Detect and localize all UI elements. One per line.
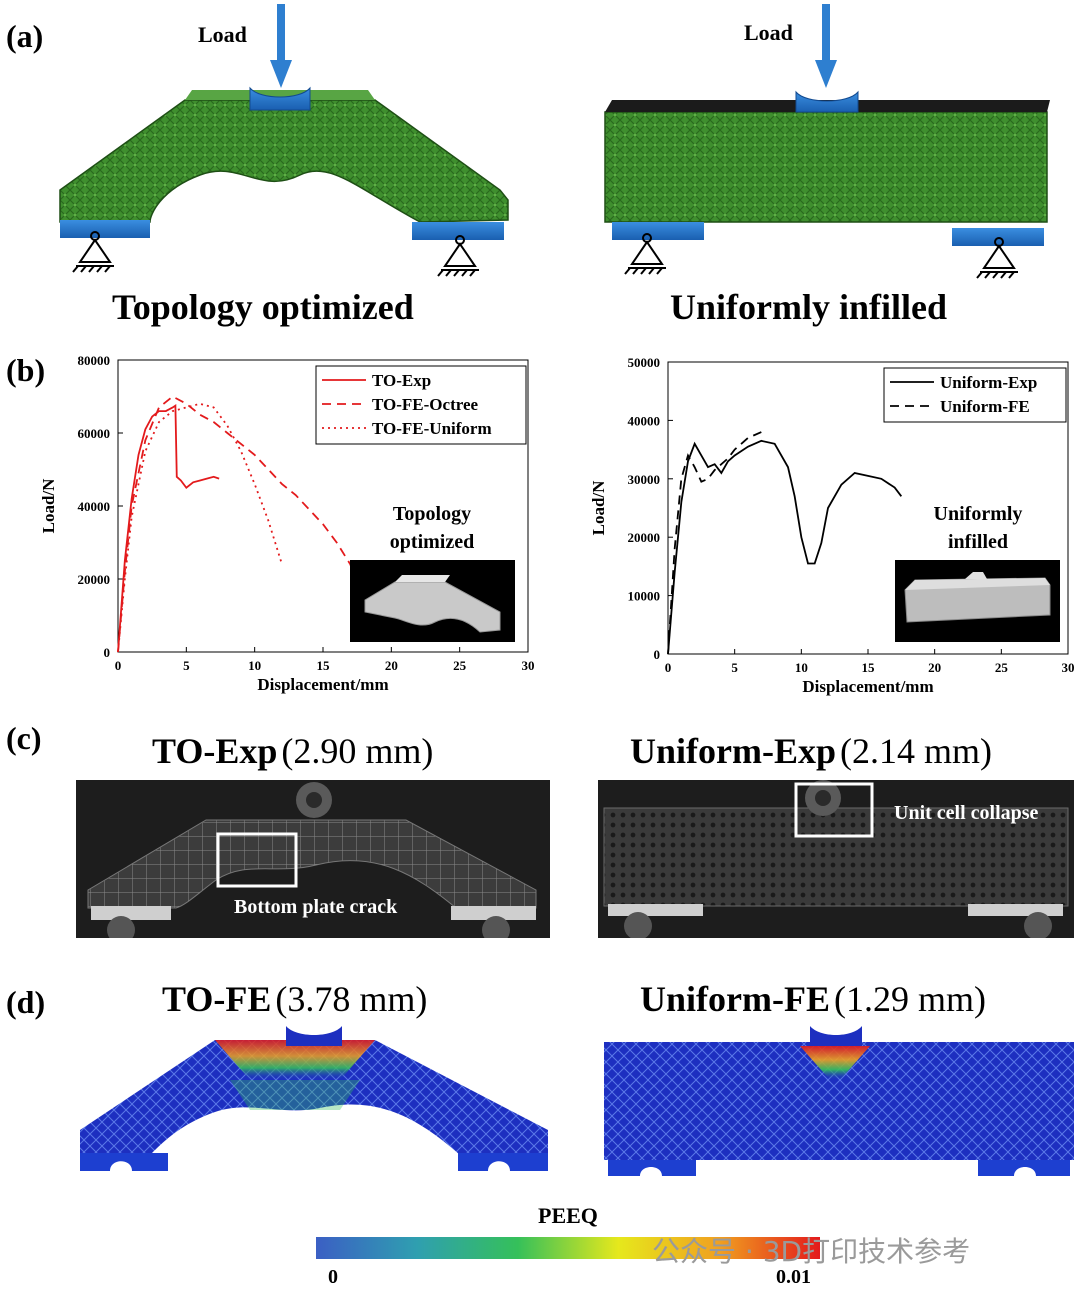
x-tick-label-6: 30 xyxy=(1062,660,1075,675)
y-tick-label-2: 20000 xyxy=(628,530,661,545)
to-specimen-photo xyxy=(350,560,515,642)
colorbar-max-label: 0.01 xyxy=(776,1266,811,1288)
y-tick-label-5: 50000 xyxy=(628,355,661,370)
pin-support-icons xyxy=(72,231,1018,279)
unit-cell-collapse-label: Unit cell collapse xyxy=(894,802,1039,824)
x-tick-label-5: 25 xyxy=(453,658,467,673)
uniformly-infilled-beam-model xyxy=(604,90,1050,246)
x-axis-label: Displacement/mm xyxy=(257,675,388,694)
beam-models-figure xyxy=(59,4,1050,279)
x-tick-label-2: 10 xyxy=(248,658,261,673)
y-axis-label: Load/N xyxy=(589,480,608,536)
y-axis-label: Load/N xyxy=(39,478,58,534)
to-fe-title: TO-FE xyxy=(162,979,272,1019)
colorbar-min-label: 0 xyxy=(328,1266,338,1288)
fe-contour-plots xyxy=(80,1026,1074,1176)
x-tick-label-4: 20 xyxy=(385,658,398,673)
y-tick-label-3: 30000 xyxy=(628,472,661,487)
y-tick-label-2: 40000 xyxy=(78,499,111,514)
panel-d-label: (d) xyxy=(6,984,46,1020)
topology-optimized-title: Topology optimized xyxy=(112,287,414,327)
to-exp-photo: Bottom plate crack xyxy=(76,780,550,938)
y-tick-label-1: 20000 xyxy=(78,572,111,587)
y-tick-label-0: 0 xyxy=(654,647,661,662)
uniform-fe-value: (1.29 mm) xyxy=(833,979,986,1019)
to-load-displacement-chart: 0 5 10 15 20 25 30 0 20000 40000 60000 80000 Displac… xyxy=(39,353,535,694)
series-line-Uniform-Exp xyxy=(667,439,903,655)
legend-entry-0: TO-Exp xyxy=(372,371,431,390)
load-arrow-right-icon xyxy=(815,4,837,88)
x-tick-label-0: 0 xyxy=(665,660,672,675)
uniform-fe-contour xyxy=(604,1026,1074,1176)
uniform-specimen-photo xyxy=(895,560,1060,642)
peeq-colorbar xyxy=(316,1237,820,1259)
x-axis-label: Displacement/mm xyxy=(802,677,933,696)
y-tick-label-0: 0 xyxy=(104,645,111,660)
panel-a-label: (a) xyxy=(6,18,44,54)
load-arrow-left-icon xyxy=(270,4,292,88)
uniform-exp-photo: Unit cell collapse xyxy=(598,780,1074,938)
load-label-right: Load xyxy=(744,20,793,45)
x-tick-label-3: 15 xyxy=(317,658,331,673)
y-tick-label-4: 40000 xyxy=(628,413,661,428)
series-line-TO-FE-Uniform xyxy=(117,402,283,653)
uniform-exp-title: Uniform-Exp xyxy=(630,731,836,771)
panel-c-label: (c) xyxy=(6,720,42,756)
x-tick-label-1: 5 xyxy=(183,658,190,673)
legend-entry-1: TO-FE-Octree xyxy=(372,395,479,414)
y-tick-label-3: 60000 xyxy=(78,426,111,441)
to-exp-title: TO-Exp xyxy=(152,731,278,771)
colorbar-title: PEEQ xyxy=(538,1203,598,1228)
uniformly-infilled-title: Uniformly infilled xyxy=(670,287,947,327)
uniform-load-displacement-chart: 0 5 10 15 20 25 30 0 10000 20000 30000 40000 50000 Di… xyxy=(589,355,1075,696)
inset-label-uniform: Uniformly infilled xyxy=(933,503,1023,553)
x-tick-label-2: 10 xyxy=(795,660,808,675)
watermark-text: 公众号 · 3D打印技术参考 xyxy=(652,1235,971,1268)
x-tick-label-5: 25 xyxy=(995,660,1009,675)
x-tick-label-0: 0 xyxy=(115,658,122,673)
to-exp-value: (2.90 mm) xyxy=(281,731,434,771)
to-exp-heading: TO-Exp (2.90 mm) xyxy=(152,730,433,772)
legend-box xyxy=(883,367,1067,423)
series-line-TO-Exp xyxy=(117,403,220,653)
x-tick-label-6: 30 xyxy=(522,658,535,673)
y-tick-label-4: 80000 xyxy=(78,353,111,368)
topology-optimized-beam-model xyxy=(59,86,509,240)
load-label-left: Load xyxy=(198,22,247,47)
bottom-plate-crack-label: Bottom plate crack xyxy=(234,896,398,918)
x-tick-label-4: 20 xyxy=(928,660,941,675)
uniform-exp-value: (2.14 mm) xyxy=(840,731,992,771)
uniform-exp-heading: Uniform-Exp (2.14 mm) xyxy=(630,730,992,772)
legend-entry-0: Uniform-Exp xyxy=(940,373,1037,392)
legend-entry-2: TO-FE-Uniform xyxy=(372,419,492,438)
legend-box xyxy=(315,365,527,445)
inset-label-to: Topology optimized xyxy=(389,503,475,553)
y-tick-label-1: 10000 xyxy=(628,589,661,604)
panel-b-label: (b) xyxy=(6,352,46,388)
legend-entry-1: Uniform-FE xyxy=(940,397,1030,416)
to-fe-contour xyxy=(80,1026,548,1171)
x-tick-label-3: 15 xyxy=(862,660,876,675)
to-fe-value: (3.78 mm) xyxy=(275,979,428,1019)
uniform-fe-title: Uniform-FE xyxy=(640,979,830,1019)
series-line-Uniform-FE xyxy=(667,431,762,655)
uniform-fe-heading: Uniform-FE (1.29 mm) xyxy=(640,978,986,1020)
x-tick-label-1: 5 xyxy=(731,660,738,675)
to-fe-heading: TO-FE (3.78 mm) xyxy=(162,978,427,1020)
